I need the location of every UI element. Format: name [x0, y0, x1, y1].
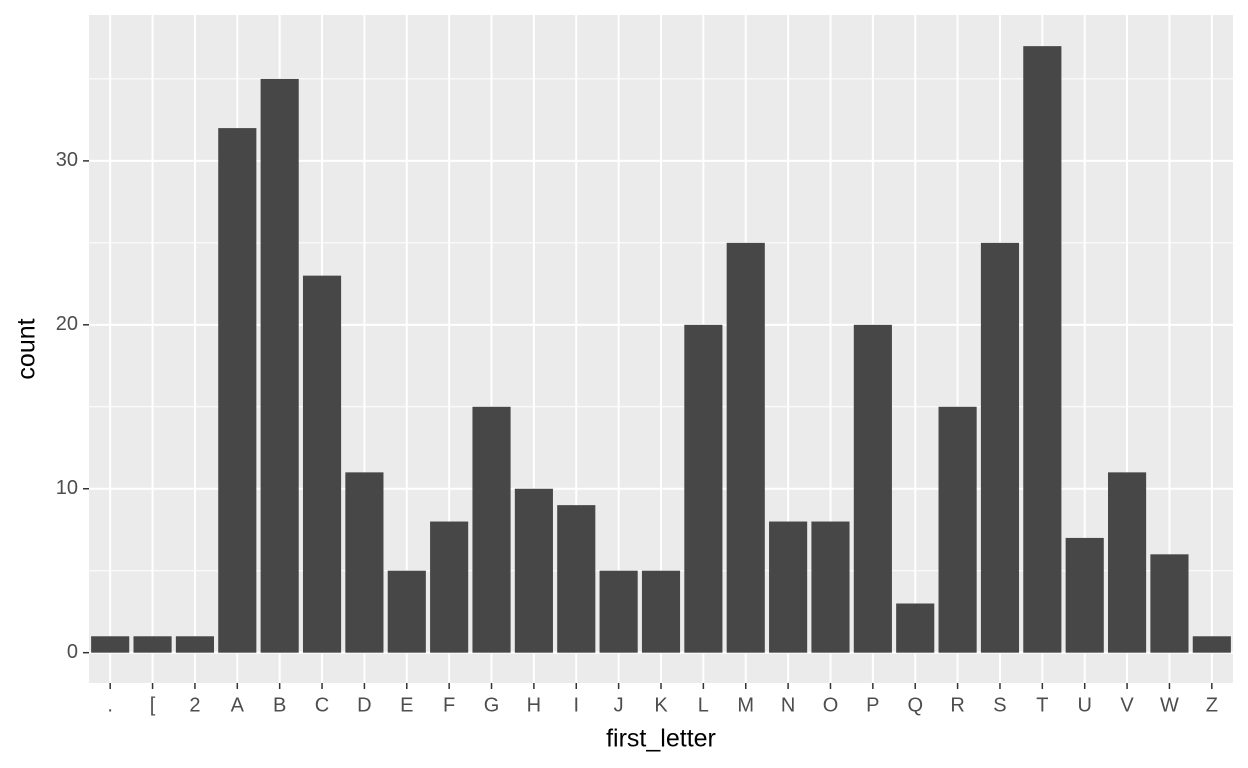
x-tick-label: E	[400, 694, 413, 716]
x-tick-label: 2	[189, 694, 200, 716]
bar	[938, 406, 977, 653]
bar	[302, 275, 342, 653]
x-tick-label: N	[781, 694, 795, 716]
y-tick-label: 0	[67, 641, 78, 663]
bar	[980, 242, 1020, 653]
bar	[853, 324, 892, 653]
bar	[175, 636, 214, 653]
bar	[1065, 537, 1104, 653]
x-tick-label: C	[315, 694, 329, 716]
bar	[769, 521, 808, 653]
bar	[345, 472, 384, 653]
x-tick-label: V	[1120, 694, 1134, 716]
x-tick-label: M	[737, 694, 754, 716]
bar	[1192, 636, 1231, 653]
bar	[726, 242, 765, 653]
x-tick-label: I	[573, 694, 579, 716]
bar	[811, 521, 850, 653]
x-tick-label: R	[950, 694, 964, 716]
bar	[1108, 472, 1147, 653]
bar	[557, 505, 596, 653]
x-tick-label: A	[231, 694, 245, 716]
x-tick-label: Q	[907, 694, 923, 716]
x-tick-label: Z	[1206, 694, 1218, 716]
bar	[91, 636, 130, 653]
bar	[260, 78, 299, 653]
bar	[641, 570, 681, 653]
bar	[1023, 46, 1062, 653]
bar	[599, 570, 638, 653]
y-tick-label: 10	[56, 477, 78, 499]
x-tick-label: D	[357, 694, 371, 716]
bar	[387, 570, 426, 653]
bar	[514, 488, 553, 653]
bar	[896, 603, 935, 653]
bar	[684, 324, 723, 653]
bar	[430, 521, 469, 653]
x-tick-label: J	[614, 694, 624, 716]
x-tick-label: T	[1036, 694, 1048, 716]
bar	[133, 636, 172, 653]
x-tick-label: W	[1160, 694, 1179, 716]
x-tick-label: H	[527, 694, 541, 716]
y-tick-label: 30	[56, 149, 78, 171]
x-tick-label: .	[107, 694, 113, 716]
x-tick-label: S	[993, 694, 1006, 716]
x-tick-label: B	[273, 694, 286, 716]
x-tick-label: U	[1077, 694, 1091, 716]
x-tick-label: F	[443, 694, 455, 716]
x-tick-label: P	[866, 694, 879, 716]
x-tick-label: K	[654, 694, 668, 716]
bar	[1150, 554, 1189, 653]
x-tick-label: [	[150, 694, 156, 716]
x-tick-label: L	[698, 694, 709, 716]
y-tick-label: 20	[56, 313, 78, 335]
bar	[472, 406, 511, 653]
bar	[218, 128, 257, 653]
y-axis-title: count	[13, 318, 41, 379]
x-tick-label: G	[484, 694, 500, 716]
x-axis-title: first_letter	[606, 725, 716, 753]
x-tick-label: O	[823, 694, 839, 716]
